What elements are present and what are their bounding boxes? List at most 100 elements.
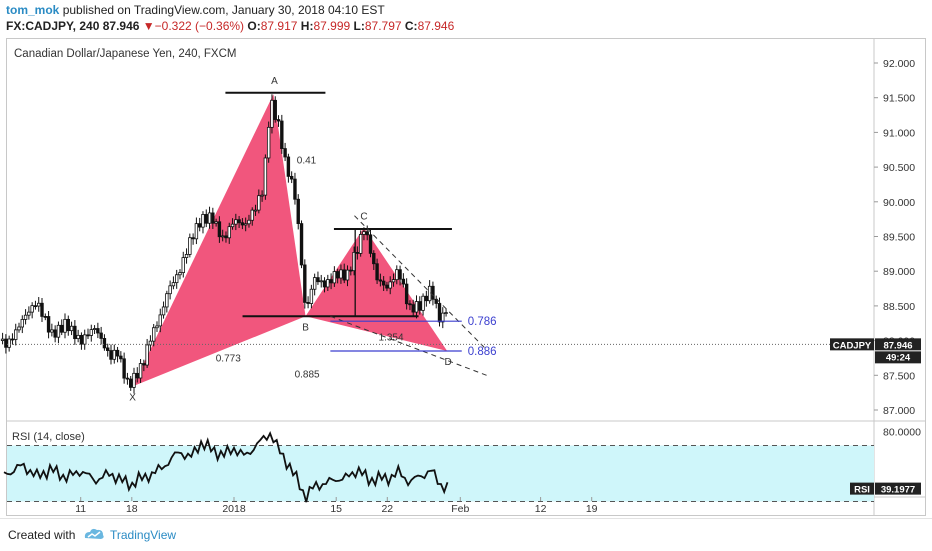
time-tick-label: 22: [381, 503, 393, 515]
bcd-triangle: [305, 227, 448, 352]
candle-body: [385, 284, 389, 289]
candle-body: [92, 328, 97, 330]
candle-body: [174, 274, 179, 284]
time-tick-label: 12: [535, 503, 547, 515]
open-value: 87.917: [260, 19, 298, 33]
ratio-label: 0.885: [295, 369, 320, 380]
candle-body: [142, 363, 146, 366]
chart-title: Canadian Dollar/Japanese Yen, 240, FXCM: [14, 48, 236, 60]
publish-line: tom_mok published on TradingView.com, Ja…: [6, 3, 385, 17]
time-tick-label: 18: [126, 503, 138, 515]
candle-body: [411, 304, 415, 313]
countdown-value: 49:24: [886, 352, 911, 363]
candle-body: [76, 334, 80, 340]
symbol-tag: [830, 338, 874, 351]
candle-body: [270, 99, 274, 128]
candle-body: [96, 328, 100, 334]
price-tag: [875, 338, 921, 351]
candle-body: [20, 319, 24, 328]
time-tick-label: 11: [75, 503, 86, 515]
rsi-tick-label: 80.0000: [883, 427, 921, 439]
author-link[interactable]: tom_mok: [6, 3, 60, 17]
candle-body: [79, 334, 84, 345]
candle-body: [50, 329, 54, 333]
price-tick-label: 90.500: [883, 162, 915, 174]
candle-body: [191, 237, 195, 240]
candle-body: [220, 235, 225, 238]
candle-body: [145, 344, 149, 366]
rsi-band: [7, 445, 874, 502]
fib-level-label: 0.886: [468, 346, 497, 358]
candle-body: [135, 372, 139, 379]
candle-body: [184, 254, 189, 258]
candle-body: [115, 349, 120, 357]
candle-body: [69, 325, 74, 332]
candle-body: [204, 214, 208, 224]
tradingview-cloud-icon[interactable]: [82, 526, 106, 542]
candle-body: [289, 175, 294, 180]
time-tick-label: 15: [330, 503, 342, 515]
pattern-point-label-b: B: [302, 322, 309, 333]
candle-body: [437, 303, 442, 323]
footer: Created with TradingView: [0, 518, 932, 551]
rsi-label: RSI (14, close): [12, 431, 85, 443]
candle-body: [214, 221, 218, 224]
candle-body: [197, 223, 202, 228]
low-label: L:: [353, 19, 365, 33]
low-value: 87.797: [364, 19, 402, 33]
price-tick-label: 89.500: [883, 232, 915, 244]
channel-upper-line: [354, 215, 485, 348]
candle-body: [253, 209, 258, 212]
candle-body: [40, 302, 44, 317]
candle-body: [444, 312, 448, 314]
candle-body: [60, 324, 64, 333]
candle-body: [23, 314, 28, 320]
candle-body: [247, 219, 251, 225]
candle-body: [194, 223, 199, 240]
candle-body: [181, 257, 185, 273]
rsi-value-tag: [875, 482, 921, 495]
candle-body: [201, 214, 205, 228]
candle-body: [322, 280, 327, 288]
candle-body: [345, 269, 350, 281]
candle-body: [378, 279, 383, 282]
tradingview-brand-link[interactable]: TradingView: [110, 528, 177, 542]
symbol-label[interactable]: FX:CADJPY, 240: [6, 19, 100, 33]
candle-body: [119, 355, 123, 360]
candle-body: [165, 293, 169, 308]
candle-body: [335, 271, 340, 279]
candle-body: [178, 272, 182, 276]
candle-body: [112, 349, 116, 360]
candle-body: [257, 195, 261, 211]
channel-lower-line: [330, 315, 487, 376]
candle-body: [365, 231, 369, 236]
candle-body: [306, 302, 310, 304]
candle-body: [391, 279, 396, 283]
candle-body: [43, 316, 47, 318]
ohlc-line: FX:CADJPY, 240 87.946 ▼−0.322 (−0.36%) O…: [6, 19, 454, 33]
candle-body: [312, 277, 317, 290]
candle-body: [395, 269, 399, 281]
candle-body: [398, 269, 402, 280]
candle-body: [418, 301, 422, 311]
candle-body: [230, 223, 235, 228]
candle-body: [86, 334, 90, 337]
candle-body: [168, 285, 172, 295]
candle-body: [227, 226, 231, 239]
high-value: 87.999: [313, 19, 351, 33]
candle-body: [299, 223, 304, 266]
candle-body: [125, 377, 130, 380]
candle-body: [99, 332, 103, 339]
candle-body: [263, 157, 268, 196]
candle-body: [73, 325, 77, 340]
candle-body: [188, 237, 192, 255]
candle-body: [46, 316, 51, 333]
candle-body: [106, 347, 110, 351]
candle-body: [329, 279, 333, 284]
candle-body: [358, 234, 363, 254]
price-tick-label: 91.500: [883, 93, 915, 105]
candle-body: [431, 285, 435, 300]
chart-canvas[interactable]: Canadian Dollar/Japanese Yen, 240, FXCM …: [0, 0, 932, 518]
candle-body: [0, 338, 5, 342]
candle-body: [342, 269, 346, 281]
